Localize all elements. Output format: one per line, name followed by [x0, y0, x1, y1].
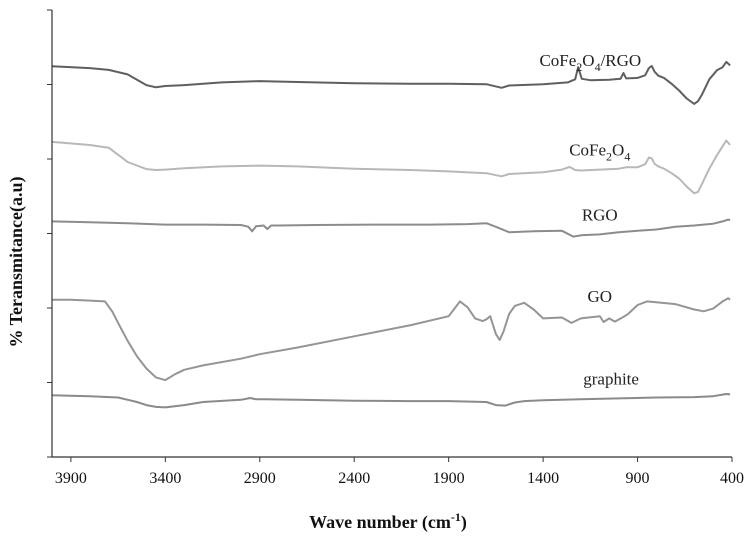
x-tick-label: 400 [720, 470, 744, 487]
x-tick-label: 1400 [527, 470, 559, 487]
x-axis-title-close: ) [461, 512, 467, 533]
x-tick-label: 3900 [55, 470, 87, 487]
series-layer [51, 60, 731, 409]
x-axis-ticks: 3900 3400 2900 2400 1900 1400 900 400 [55, 457, 744, 487]
series-line-rgo [51, 218, 731, 238]
y-axis-title: % Teransmitance(a.u) [6, 176, 27, 347]
plot-area [52, 10, 732, 457]
y-axis-ticks [47, 9, 52, 458]
series-label-cofe2o4-rgo: CoFe2O4/RGO [539, 51, 641, 74]
x-axis-title: Wave number (cm-1) [309, 510, 467, 533]
series-line-cofe2o4-rgo [51, 60, 731, 105]
x-tick-label: 2900 [244, 470, 276, 487]
x-tick-label: 1900 [433, 470, 465, 487]
series-label-rgo: RGO [582, 205, 618, 224]
series-line-graphite [51, 393, 731, 409]
x-axis-title-superscript: -1 [451, 510, 461, 524]
series-line-cofe2o4 [51, 139, 731, 195]
x-tick-label: 900 [626, 470, 650, 487]
series-label-go: GO [587, 287, 612, 306]
x-tick-label: 2400 [338, 470, 370, 487]
x-axis-title-main: Wave number (cm [309, 512, 451, 533]
series-line-go [52, 297, 731, 382]
series-label-layer: CoFe2O4/RGO CoFe2O4 RGO GO graphite [539, 51, 641, 388]
x-tick-label: 3400 [149, 470, 181, 487]
series-label-cofe2o4: CoFe2O4 [569, 141, 630, 164]
series-label-graphite: graphite [583, 369, 639, 388]
